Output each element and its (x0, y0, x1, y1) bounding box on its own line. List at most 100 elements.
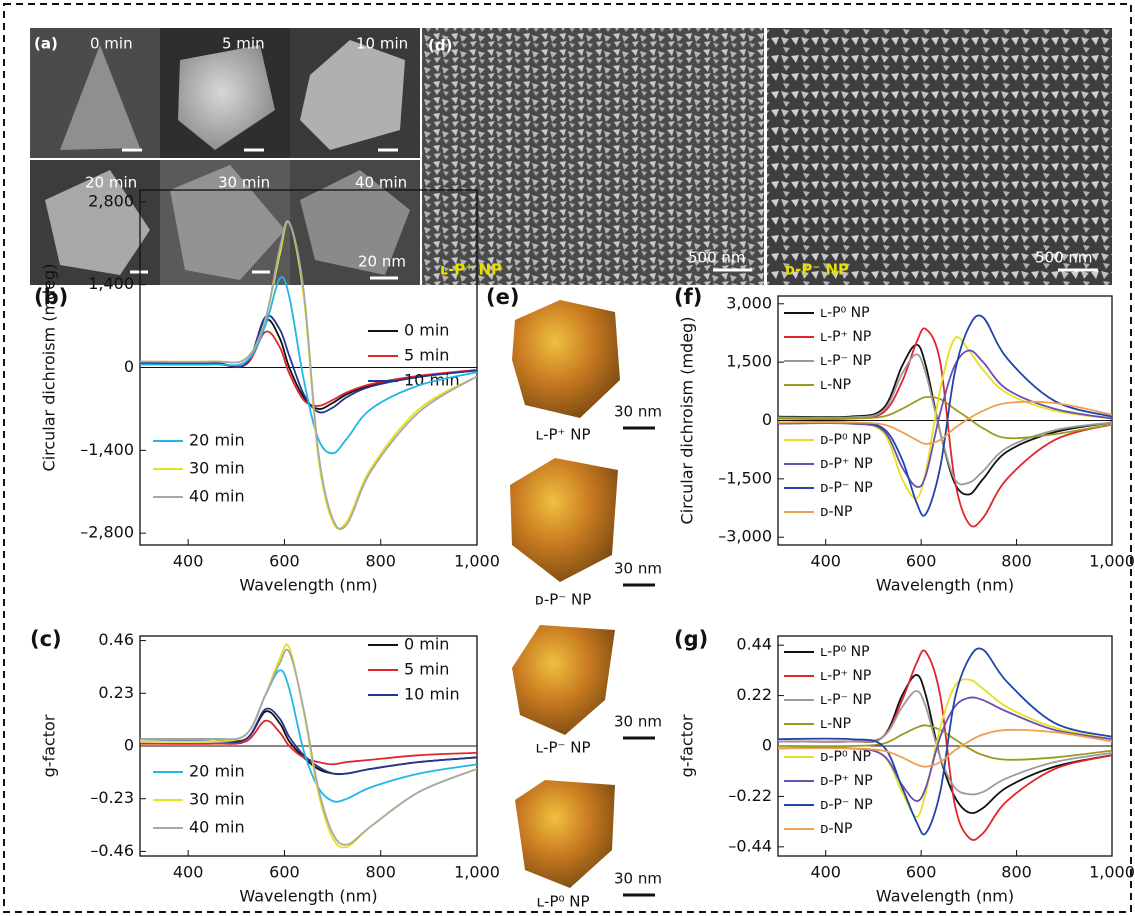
series-line (140, 276, 477, 455)
x-axis-label: Wavelength (nm) (876, 576, 1014, 595)
y-tick-label: 0.44 (736, 635, 772, 654)
image-caption: ᴅ-P⁻ NP (785, 261, 849, 279)
x-tick-label: 600 (269, 552, 300, 571)
y-tick-label: 0 (124, 736, 134, 755)
x-tick-label: 800 (365, 863, 396, 882)
panel-a: (a) 0 min 5 min 10 min 20 min 30 min 40 … (30, 28, 420, 285)
series-line (778, 327, 1112, 528)
image-caption: ʟ-P⁺ NP (535, 426, 590, 444)
y-axis-label: g-factor (678, 714, 697, 777)
tile-label: 30 min (218, 174, 270, 192)
y-tick-label: –0.23 (90, 788, 134, 807)
frame (3, 3, 1132, 913)
legend-label: 30 min (189, 459, 245, 478)
chart: 400 600 800 1,000 –0.44 –0.22 0 0.22 0.44 Wavelen… (674, 627, 1135, 906)
scale-label: 30 nm (614, 403, 662, 421)
y-tick-label: 2,800 (88, 191, 134, 210)
x-tick-label: 600 (269, 863, 300, 882)
y-tick-label: –0.46 (90, 841, 134, 860)
legend-label: 0 min (404, 635, 449, 654)
series-line (140, 648, 477, 846)
y-axis-label: Circular dichroism (mdeg) (40, 264, 59, 472)
image-caption: ʟ-P⁻ NP (535, 739, 590, 757)
x-tick-label: 400 (173, 552, 204, 571)
legend-label: ʟ-P⁺ NP (820, 329, 871, 345)
x-tick-label: 1,000 (1089, 552, 1135, 571)
y-tick-label: –3,000 (718, 527, 772, 546)
y-tick-label: 0.23 (98, 683, 134, 702)
legend-label: ᴅ-P⁺ NP (820, 773, 873, 789)
legend-label: ᴅ-P⁻ NP (820, 797, 873, 813)
panel-d: (d) ʟ-P⁺ NP 500 nm ᴅ-P⁻ NP 500 nm (422, 28, 1112, 285)
panel-label: (g) (674, 627, 708, 651)
legend-label: ᴅ-P⁺ NP (820, 456, 873, 472)
legend-label: ᴅ-NP (820, 821, 852, 837)
panel-label: (f) (674, 285, 702, 309)
panel-label: (d) (428, 37, 452, 55)
legend-label: ʟ-P⁰ NP (820, 644, 870, 660)
legend-label: 20 min (189, 431, 245, 450)
legend-label: 20 min (189, 762, 245, 781)
image-caption: ᴅ-P⁻ NP (535, 591, 591, 609)
series-line (778, 314, 1112, 517)
series-line (140, 314, 477, 414)
panel-label: (c) (30, 627, 62, 651)
chart: 400 600 800 1,000 –3,000 –1,500 0 1,500 3,000 Wav… (674, 285, 1135, 595)
series-line (140, 719, 477, 766)
x-axis-label: Wavelength (nm) (239, 887, 377, 906)
scale-label: 20 nm (358, 253, 406, 271)
legend-label: ʟ-P⁻ NP (820, 353, 871, 369)
tile-label: 5 min (222, 35, 265, 53)
x-tick-label: 400 (810, 863, 841, 882)
legend-label: ᴅ-NP (820, 504, 852, 520)
y-tick-label: –1,400 (80, 440, 134, 459)
series-line (140, 707, 477, 776)
x-tick-label: 600 (906, 552, 937, 571)
legend-label: 10 min (404, 685, 460, 704)
legend-label: ʟ-NP (820, 377, 851, 393)
legend-label: 5 min (404, 346, 449, 365)
scale-label: 500 nm (688, 249, 746, 267)
scale-label: 30 nm (614, 870, 662, 888)
legend-label: 10 min (404, 371, 460, 390)
scale-label: 30 nm (614, 560, 662, 578)
scale-label: 30 nm (614, 713, 662, 731)
tile-label: 0 min (90, 35, 133, 53)
y-tick-label: 0 (762, 410, 772, 429)
x-tick-label: 1,000 (1089, 863, 1135, 882)
y-tick-label: 0 (124, 357, 134, 376)
legend-label: ᴅ-P⁰ NP (820, 432, 871, 448)
series-line (778, 696, 1112, 802)
series-line (778, 728, 1112, 768)
y-tick-label: 0.22 (736, 685, 772, 704)
x-tick-label: 1,000 (454, 863, 500, 882)
legend-label: ʟ-P⁻ NP (820, 692, 871, 708)
chart: 400 600 800 1,000 –2,800 –1,400 0 1,400 2,800 Wav… (34, 189, 500, 595)
y-tick-label: 1,400 (88, 274, 134, 293)
legend-label: 40 min (189, 487, 245, 506)
panel-e: (e) 30 nm 30 nm 30 nm 30 nm ʟ-P⁺ NP ᴅ-P⁻… (486, 285, 662, 911)
series-line (778, 396, 1112, 440)
panel-label: (e) (486, 285, 519, 309)
x-tick-label: 800 (1001, 863, 1032, 882)
x-tick-label: 800 (365, 552, 396, 571)
image-caption: ʟ-P⁰ NP (536, 893, 589, 911)
legend-label: 0 min (404, 321, 449, 340)
legend-label: 5 min (404, 660, 449, 679)
image-caption: ʟ-P⁺ NP (440, 261, 502, 279)
chart: 400 600 800 1,000 –0.46 –0.23 0 0.23 0.46 Wavelen… (30, 627, 500, 906)
y-tick-label: 0.46 (98, 630, 134, 649)
x-tick-label: 400 (173, 863, 204, 882)
x-axis-label: Wavelength (nm) (239, 576, 377, 595)
scale-label: 500 nm (1035, 249, 1093, 267)
panel-label: (a) (34, 35, 58, 53)
y-tick-label: –0.44 (728, 836, 772, 855)
legend-label: 30 min (189, 790, 245, 809)
y-axis-label: Circular dichroism (mdeg) (678, 317, 697, 525)
legend-label: ᴅ-P⁻ NP (820, 480, 873, 496)
y-tick-label: 1,500 (726, 352, 772, 371)
legend-label: 40 min (189, 818, 245, 837)
y-tick-label: –0.22 (728, 786, 772, 805)
x-tick-label: 400 (810, 552, 841, 571)
